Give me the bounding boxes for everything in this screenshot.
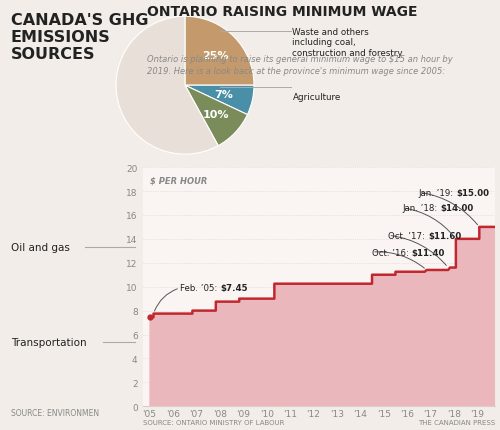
- Text: Ontario is planning to raise its general minimum wage to $15 an hour by
2019. He: Ontario is planning to raise its general…: [147, 55, 453, 76]
- Text: $11.60: $11.60: [428, 231, 462, 240]
- Text: CANADA'S GHG
EMISSIONS
SOURCES: CANADA'S GHG EMISSIONS SOURCES: [10, 13, 148, 61]
- Wedge shape: [116, 17, 218, 155]
- Text: $14.00: $14.00: [440, 204, 474, 213]
- Wedge shape: [185, 86, 254, 115]
- Text: $ PER HOUR: $ PER HOUR: [150, 176, 207, 185]
- Wedge shape: [185, 86, 248, 146]
- Text: Oil and gas: Oil and gas: [10, 242, 70, 252]
- Text: Oct. ’16:: Oct. ’16:: [372, 248, 412, 257]
- Wedge shape: [185, 17, 254, 86]
- Text: $11.40: $11.40: [412, 248, 445, 257]
- Text: Transportation: Transportation: [10, 337, 86, 347]
- Text: Waste and others
including coal,
construction and forestry: Waste and others including coal, constru…: [292, 28, 403, 58]
- Text: THE CANADIAN PRESS: THE CANADIAN PRESS: [418, 419, 495, 425]
- Text: ONTARIO RAISING MINIMUM WAGE: ONTARIO RAISING MINIMUM WAGE: [147, 5, 417, 19]
- Text: SOURCE: ENVIRONMEN: SOURCE: ENVIRONMEN: [10, 408, 99, 417]
- Text: SOURCE: ONTARIO MINISTRY OF LABOUR: SOURCE: ONTARIO MINISTRY OF LABOUR: [142, 419, 284, 425]
- Text: 25%: 25%: [202, 51, 228, 61]
- Text: $15.00: $15.00: [457, 188, 490, 197]
- Text: Oct. ’17:: Oct. ’17:: [388, 231, 428, 240]
- Text: 7%: 7%: [214, 90, 234, 100]
- Text: Agriculture: Agriculture: [292, 92, 341, 101]
- Text: Feb. ’05:: Feb. ’05:: [180, 284, 220, 293]
- Text: 10%: 10%: [203, 110, 230, 120]
- Text: $7.45: $7.45: [220, 284, 248, 293]
- Text: Jan. ’18:: Jan. ’18:: [402, 204, 440, 213]
- Text: Jan. ’19:: Jan. ’19:: [419, 188, 457, 197]
